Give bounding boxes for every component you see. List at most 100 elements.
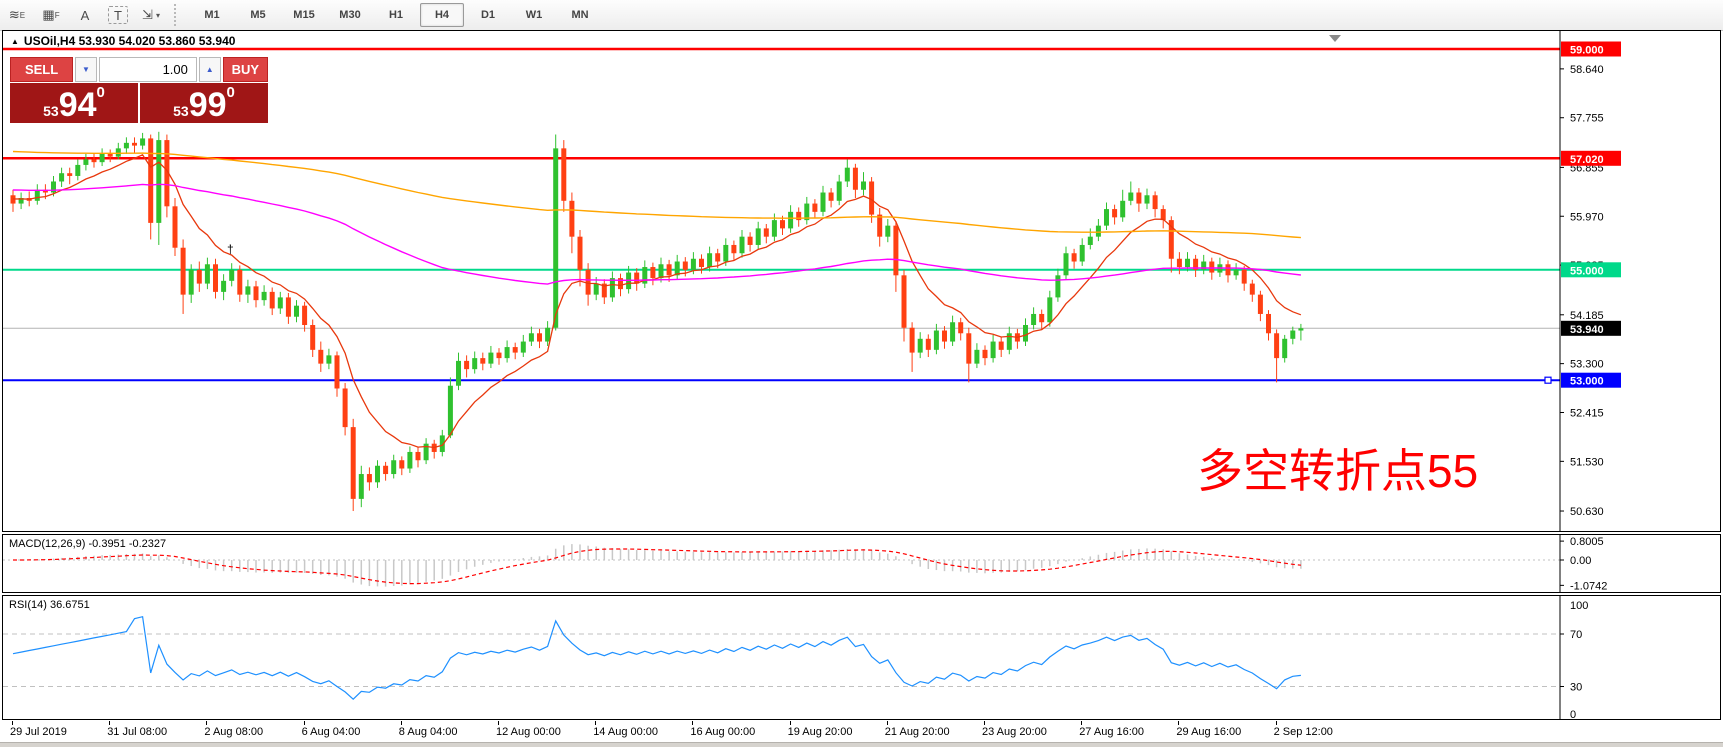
candle-body [447,385,453,436]
candle-body [91,159,97,163]
date-label[interactable]: 19 Aug 20:00 [787,726,853,738]
time-axis[interactable]: 29 Jul 2019 31 Jul 08:00 2 Aug 08:00 6 Aug … [2,721,1721,741]
price-tick-label[interactable]: 50.630 [1570,506,1604,518]
indicators-icon[interactable]: ≋ E [8,7,26,22]
timeframe-button-W1[interactable]: W1 [525,9,543,21]
ma-mid-line[interactable] [12,183,1301,285]
candle-body [67,173,73,176]
macd-canvas: 0.8005 0.00 -1.0742 [3,535,1607,592]
timeframe-button-M15[interactable]: M15 [293,9,315,21]
volume-decrease-button[interactable]: ▼ [75,57,97,82]
candle-body [1063,253,1069,276]
price-badge [1561,372,1621,388]
timeframe-button-M5[interactable]: M5 [250,9,266,21]
macd-axis-label[interactable]: -1.0742 [1570,580,1607,592]
candlestick-chart-canvas[interactable]: †多空转折点5558.64057.75556.85555.97055.08554… [3,31,1720,531]
buy-price-display[interactable]: 53 99 0 [140,83,268,123]
price-tick-label[interactable]: 58.640 [1570,64,1604,76]
candle-body [950,322,956,342]
candle-body [156,140,162,223]
macd-label: MACD(12,26,9) -0.3951 -0.2327 [9,538,167,550]
date-label[interactable]: 12 Aug 00:00 [496,726,561,738]
macd-axis-label[interactable]: 0.00 [1570,555,1591,567]
autoscroll-marker-icon[interactable] [1329,35,1341,42]
candle-body [593,283,599,295]
rsi-axis-label[interactable]: 0 [1570,709,1576,719]
candle-body [893,225,899,276]
price-tick-label[interactable]: 57.755 [1570,113,1604,125]
date-label[interactable]: 21 Aug 20:00 [884,726,950,738]
rsi-axis-label[interactable]: 70 [1570,629,1582,641]
date-label[interactable]: 14 Aug 00:00 [593,726,659,738]
candle-body [342,388,348,428]
price-tick-label[interactable]: 55.970 [1570,211,1604,223]
price-chart-panel[interactable]: ▲ USOil,H4 53.930 54.020 53.860 53.940 S… [2,30,1721,532]
candle-body [140,138,146,146]
price-tick-label[interactable]: 53.300 [1570,359,1604,371]
rsi-axis-label[interactable]: 30 [1570,682,1582,694]
buy-button[interactable]: BUY [222,57,268,82]
price-tick-label[interactable]: 54.185 [1570,310,1604,322]
dagger-marker[interactable]: † [227,242,234,256]
price-tick-label[interactable]: 52.415 [1570,407,1604,419]
candle-body [294,305,299,317]
candle-body [1055,275,1061,298]
date-label[interactable]: 23 Aug 20:00 [982,726,1047,738]
candle-body [715,253,721,262]
date-label[interactable]: 2 Sep 12:00 [1273,726,1333,738]
timeframe-button-M1[interactable]: M1 [204,9,220,21]
timeframe-button-M30[interactable]: M30 [339,9,361,21]
date-tick [206,721,208,725]
date-tick [303,721,305,725]
price-badge [1561,150,1621,166]
candle-body [731,244,737,254]
ma-fast-line[interactable] [12,153,1302,449]
macd-axis-label[interactable]: 0.8005 [1570,536,1604,548]
candle-body [512,347,518,353]
macd-indicator-panel[interactable]: MACD(12,26,9) -0.3951 -0.2327 0.8005 0.00… [2,534,1721,593]
candle-body [472,358,478,370]
sell-price-display[interactable]: 53 94 0 [10,83,138,123]
candle-body [1087,236,1093,245]
candle-body [1201,261,1207,270]
date-label[interactable]: 8 Aug 04:00 [398,726,458,738]
candle-body [132,142,137,146]
text-label-icon[interactable]: A [80,7,90,23]
objects-icon[interactable]: ⇲ ▾ [142,7,160,22]
date-label[interactable]: 27 Aug 16:00 [1079,726,1145,738]
timeframe-button-H1[interactable]: H1 [388,9,404,21]
volume-increase-button[interactable]: ▲ [198,57,221,82]
date-label[interactable]: 29 Aug 16:00 [1176,726,1242,738]
rsi-axis-label[interactable]: 100 [1570,600,1588,612]
chart-annotation-text[interactable]: 多空转折点55 [1197,445,1478,497]
date-label[interactable]: 29 Jul 2019 [10,726,67,738]
candle-body [520,341,526,353]
date-label[interactable]: 2 Aug 08:00 [204,726,264,738]
volume-input[interactable] [98,57,197,82]
candle-body [885,225,891,237]
timeframe-button-D1[interactable]: D1 [480,9,496,21]
candle-body [204,264,210,284]
candle-body [18,198,24,204]
text-box-icon[interactable]: T [108,6,128,24]
candle-body [577,236,583,270]
candle-body [869,181,875,215]
candle-body [561,148,567,201]
candle-body [1241,269,1247,284]
candle-body [253,286,259,301]
date-label[interactable]: 31 Jul 08:00 [107,726,168,738]
rsi-canvas: 100 70 30 0 [3,596,1588,719]
grid-icon[interactable]: ▦ F [42,7,60,22]
date-tick [886,721,888,725]
ma-slow-line[interactable] [12,150,1301,239]
candle-body [788,211,794,229]
date-label[interactable]: 16 Aug 00:00 [690,726,756,738]
rsi-indicator-panel[interactable]: RSI(14) 36.6751 100 70 30 0 [2,595,1721,720]
timeframe-button-MN[interactable]: MN [571,9,589,21]
candle-body [10,195,16,204]
timeframe-button-H4[interactable]: H4 [420,3,464,27]
date-label[interactable]: 6 Aug 04:00 [301,726,361,738]
price-tick-label[interactable]: 51.530 [1570,456,1604,468]
candle-body [1047,297,1053,323]
sell-button[interactable]: SELL [10,57,74,82]
